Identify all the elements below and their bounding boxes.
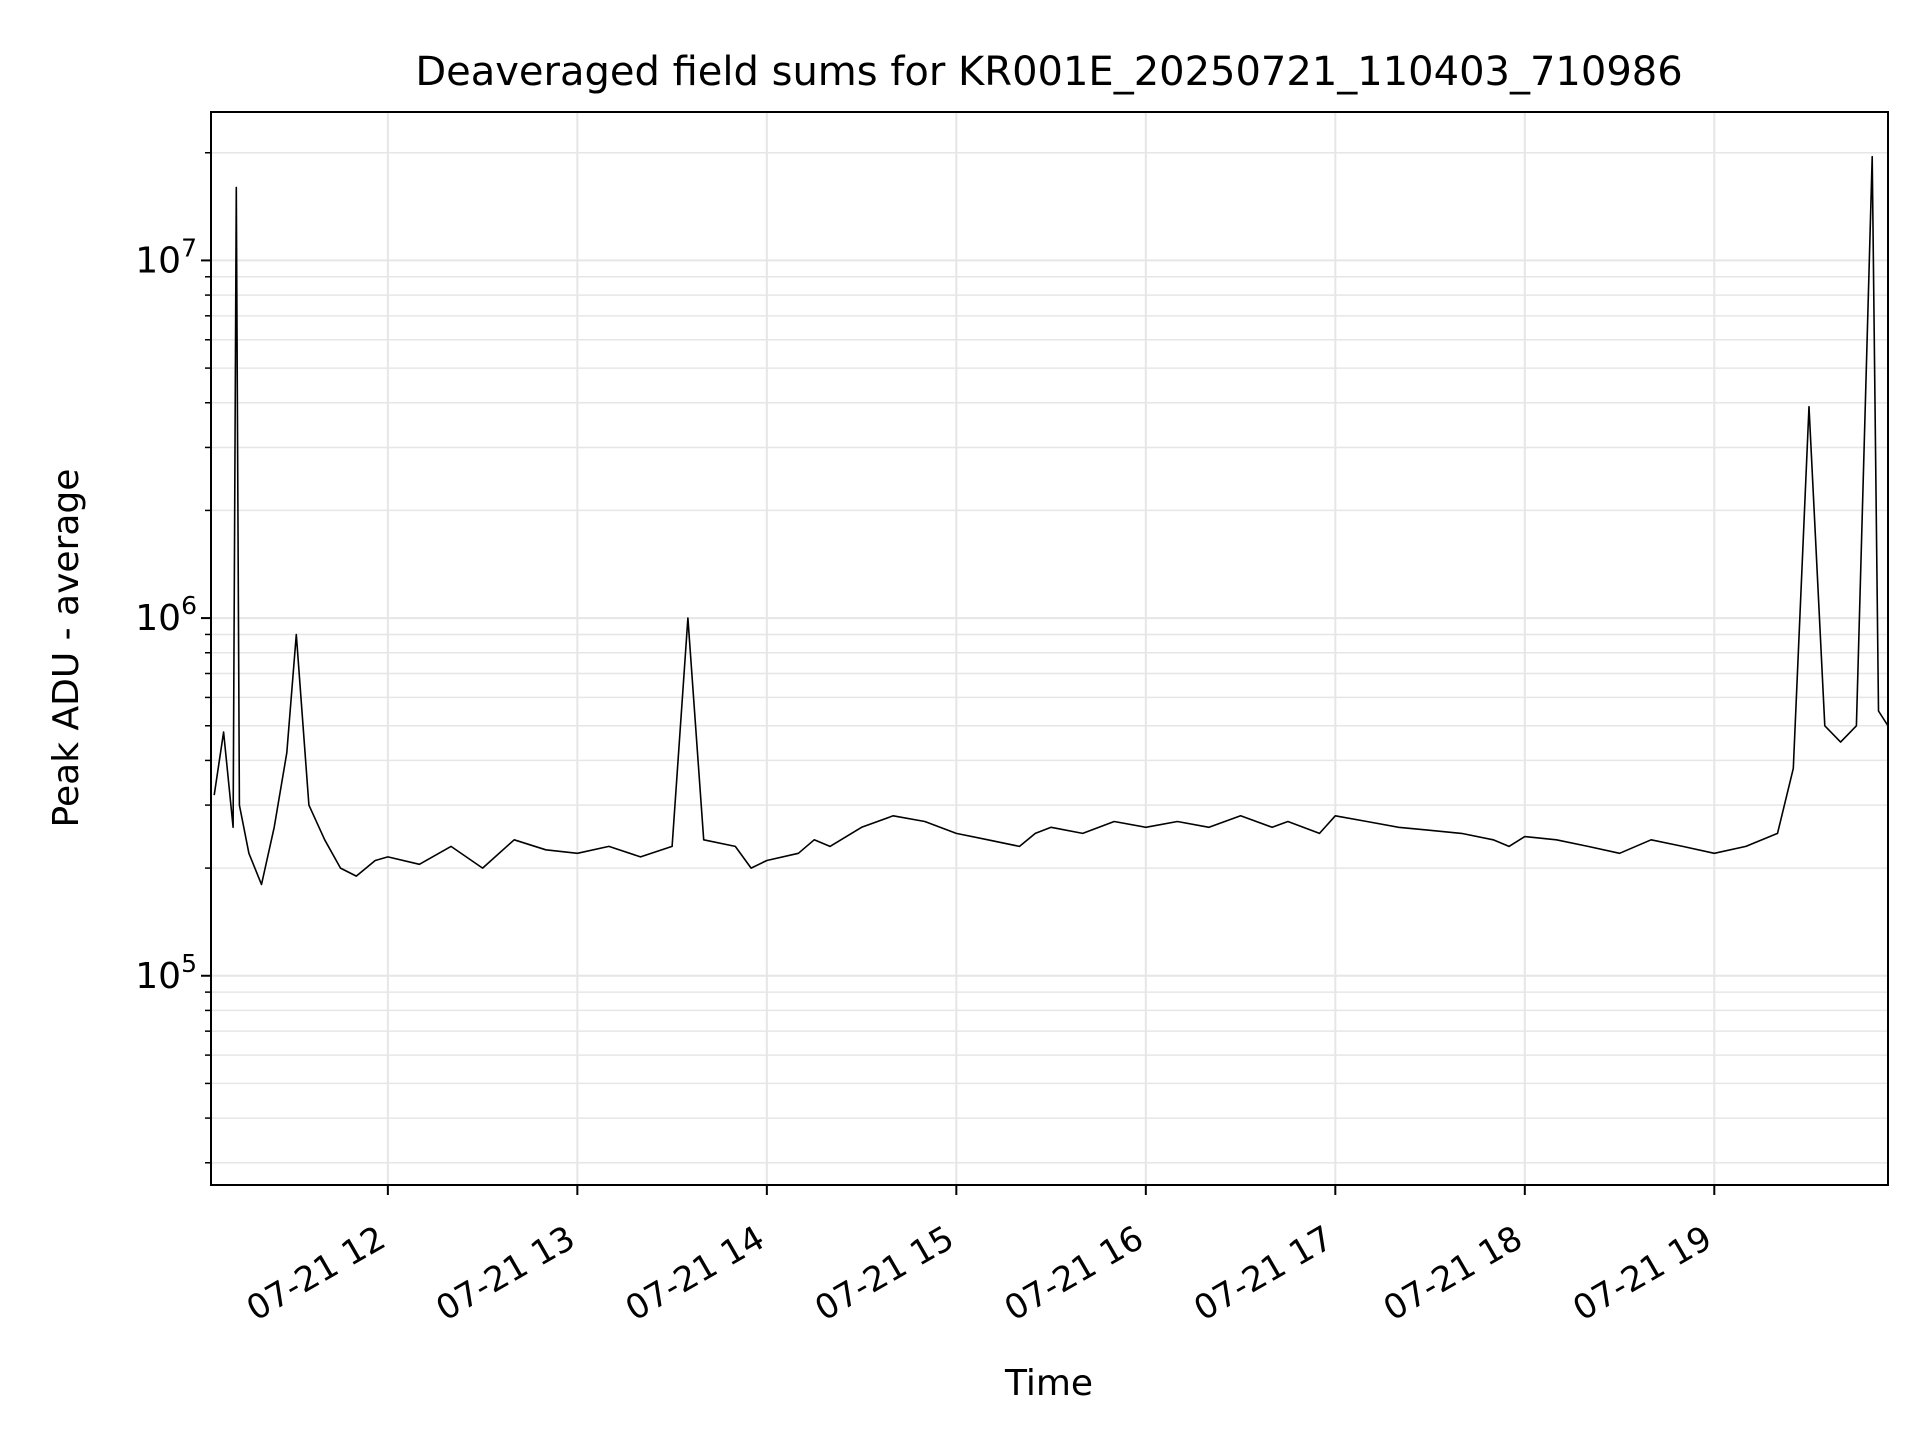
- y-axis-label: Peak ADU - average: [46, 469, 87, 828]
- x-tick-label: 07-21 14: [619, 1218, 771, 1329]
- series-group: [213, 155, 1888, 886]
- x-axis-label: Time: [1004, 1363, 1093, 1404]
- x-tick-label: 07-21 17: [1187, 1218, 1339, 1329]
- series-line: [213, 155, 1888, 886]
- y-tick-label: 107: [135, 233, 197, 281]
- axis-ticks: 07-21 12 07-21 13 07-21 14 07-21 15 07-21 16…: [135, 152, 1719, 1329]
- chart-title: Deaveraged field sums for KR001E_2025072…: [415, 49, 1682, 95]
- x-tick-label: 07-21 12: [240, 1218, 392, 1329]
- x-tick-label: 07-21 18: [1377, 1218, 1529, 1329]
- x-tick-label: 07-21 16: [998, 1218, 1150, 1329]
- plot-frame: [210, 111, 1889, 1186]
- y-tick-label: 105: [135, 949, 197, 997]
- x-tick-label: 07-21 15: [808, 1218, 960, 1329]
- grid-lines: [211, 112, 1888, 1185]
- x-tick-label: 07-21 13: [429, 1218, 581, 1329]
- x-tick-label: 07-21 19: [1566, 1218, 1718, 1329]
- y-tick-label: 106: [135, 591, 197, 639]
